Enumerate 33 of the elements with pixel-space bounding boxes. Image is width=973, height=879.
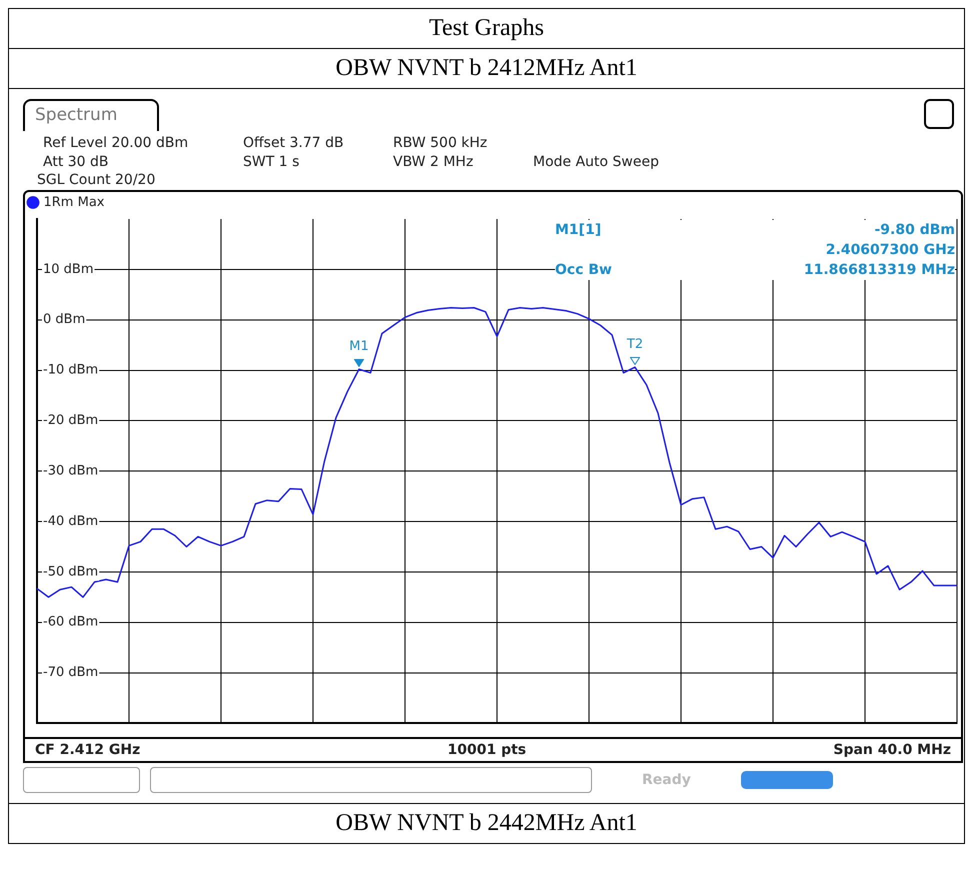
text: Offset 3.77 dB [243, 135, 345, 151]
y-tick-label: -40 dBm [43, 514, 98, 529]
text: Spectrum [23, 99, 160, 131]
annotation: M1 [348, 339, 370, 356]
annotation: T2 [626, 337, 644, 354]
annotation: Occ Bw [555, 261, 613, 280]
legend-label: 1Rm Max [44, 194, 105, 210]
y-tick-label: -60 dBm [43, 614, 98, 630]
text: RBW 500 kHz [393, 135, 488, 151]
y-tick-label: -70 dBm [43, 665, 98, 680]
text: Ref Level 20.00 dBm [43, 135, 190, 151]
y-tick-label: 10 dBm [43, 262, 94, 277]
y-tick-label: -30 dBm [43, 463, 98, 478]
chart-subtitle: OBW NVNT b 2412MHz Ant1 [9, 49, 964, 89]
y-tick-label: -50 dBm [43, 564, 98, 580]
annotation: 11.866813319 MHz [804, 261, 955, 280]
annotation: -9.80 dBm [873, 221, 955, 240]
annotation: 2.40607300 GHz [824, 241, 955, 260]
text: Span 40.0 MHz [833, 742, 951, 758]
text: Mode Auto Sweep [533, 154, 660, 170]
text: VBW 2 MHz [393, 154, 474, 170]
text: Att 30 dB [43, 154, 110, 170]
text: SGL Count 20/20 [36, 172, 156, 190]
chart-title: Test Graphs [9, 9, 964, 49]
y-tick-label: 0 dBm [43, 312, 86, 328]
text: CF 2.412 GHz [35, 742, 140, 758]
text: 10001 pts [447, 742, 526, 758]
text: Ready [642, 772, 691, 788]
annotation: M1[1] [555, 221, 602, 240]
text: OBW NVNT b 2442MHz Ant1 [334, 809, 638, 838]
y-tick-label: -20 dBm [43, 413, 98, 428]
text: SWT 1 s [243, 154, 300, 170]
y-tick-label: -10 dBm [43, 362, 98, 378]
